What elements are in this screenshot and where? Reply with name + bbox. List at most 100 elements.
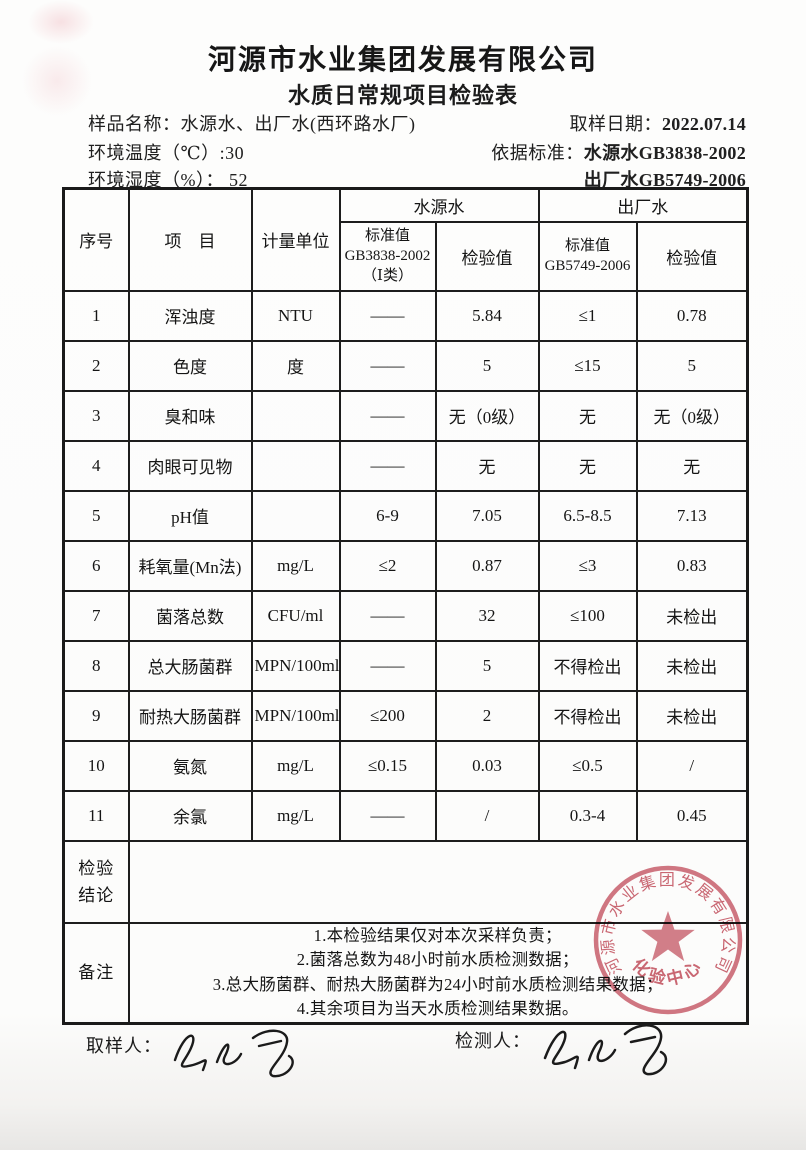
company-seal: 河源市水业集团发展有限公司 化验中心 (593, 865, 743, 1015)
cell-factory-standard: 0.3-4 (537, 789, 638, 842)
cell-unit: mg/L (250, 539, 341, 592)
company-title: 河源市水业集团发展有限公司 (207, 43, 598, 76)
cell-source-standard: —— (338, 389, 437, 442)
env-temperature: 环境温度（℃）:30 (88, 143, 245, 163)
cell-factory-standard: ≤1 (537, 289, 638, 342)
cell-source-value: / (434, 789, 540, 842)
cell-factory-value: 0.83 (635, 539, 749, 592)
cell-source-value: 32 (434, 589, 540, 642)
env-humidity: 环境湿度（%）： 52 (88, 170, 248, 190)
col-header-item: 项 目 (127, 187, 253, 292)
env-standard-line: 环境温度（℃）:30 依据标准：水源水GB3838-2002 (88, 139, 746, 165)
cell-unit: CFU/ml (250, 589, 341, 642)
cell-unit: MPN/100ml (250, 689, 341, 742)
sampler-label: 取样人： (86, 1036, 162, 1056)
sample-name: 样品名称：水源水、出厂水(西环路水厂) (88, 110, 416, 136)
sub-header-row: 标准值 GB3838-2002 （Ⅰ类） 检验值 标准值 GB5749-2006… (64, 220, 749, 292)
inspection-table: 序号 项 目 计量单位 水源水 出厂水 标准值 GB3838-2002 （Ⅰ类）… (62, 187, 749, 1025)
cell-source-value: 0.03 (434, 739, 540, 792)
cell-no: 4 (62, 439, 130, 492)
cell-source-standard: —— (338, 339, 437, 392)
cell-factory-value: 0.78 (635, 289, 749, 342)
table-row: 9 耐热大肠菌群 MPN/100ml ≤200 2 不得检出 未检出 (62, 689, 749, 742)
table-body: 1 浑浊度 NTU —— 5.84 ≤1 0.78 2 色度度 —— 5 ≤15 5 3 臭和味 —— 无（0级… (62, 289, 749, 842)
cell-item: 肉眼可见物 (127, 439, 253, 492)
sampling-date-label: 取样日期： (569, 114, 662, 134)
reference-standard-label: 依据标准： (491, 143, 584, 163)
cell-no: 7 (62, 589, 130, 642)
notes-label: 备注 (62, 921, 130, 1024)
cell-no: 1 (62, 289, 130, 342)
cell-item: pH值 (127, 489, 253, 542)
reference-standard: 依据标准：水源水GB3838-2002 (491, 139, 746, 165)
cell-factory-value: 5 (635, 339, 749, 392)
cell-source-standard: —— (338, 789, 437, 842)
factory-water-standard: 出厂水GB5749-2006 (583, 170, 746, 190)
seal-ring (593, 865, 743, 1015)
tester-signature (543, 1024, 668, 1076)
cell-unit: mg/L (250, 789, 341, 842)
cell-factory-value: 无（0级） (635, 389, 749, 442)
group-header-source-water: 水源水 (338, 187, 540, 223)
cell-factory-standard: 无 (537, 439, 638, 492)
cell-unit (250, 389, 341, 442)
cell-factory-value: / (635, 739, 749, 792)
cell-factory-standard: ≤100 (537, 589, 638, 642)
sample-info-line: 样品名称：水源水、出厂水(西环路水厂) 取样日期：2022.07.14 (88, 110, 746, 136)
cell-no: 2 (62, 339, 130, 392)
source-water-standard: 水源水GB3838-2002 (583, 143, 746, 163)
cell-factory-value: 未检出 (635, 689, 749, 742)
cell-factory-standard: ≤0.5 (537, 739, 638, 792)
cell-factory-standard: 无 (537, 389, 638, 442)
cell-item: 总大肠菌群 (127, 639, 253, 692)
cell-factory-standard: ≤3 (537, 539, 638, 592)
cell-unit: MPN/100ml (250, 639, 341, 692)
table-row: 5 pH值 6-9 7.05 6.5-8.5 7.13 (62, 489, 749, 542)
cell-source-value: 无（0级） (434, 389, 540, 442)
sample-name-label: 样品名称： (88, 114, 181, 134)
svg-text:化验中心: 化验中心 (628, 954, 708, 990)
cell-source-value: 0.87 (434, 539, 540, 592)
cell-source-value: 2 (434, 689, 540, 742)
seal-star-icon (641, 911, 695, 962)
cell-factory-value: 无 (635, 439, 749, 492)
table-row: 4 肉眼可见物 —— 无无无 (62, 439, 749, 492)
cell-source-standard: 6-9 (338, 489, 437, 542)
cell-factory-value: 7.13 (635, 489, 749, 542)
cell-no: 8 (62, 639, 130, 692)
table-row: 7 菌落总数 CFU/ml —— 32 ≤100 未检出 (62, 589, 749, 642)
sample-name-value: 水源水、出厂水(西环路水厂) (180, 114, 416, 134)
cell-source-standard: ≤200 (338, 689, 437, 742)
seal-center-text: 化验中心 (628, 954, 704, 990)
cell-no: 5 (62, 489, 130, 542)
col-header-factory-standard: 标准值 GB5749-2006 (537, 220, 638, 292)
cell-factory-standard: 不得检出 (537, 689, 638, 742)
group-header-factory-water: 出厂水 (537, 187, 749, 223)
cell-unit (250, 439, 341, 492)
table-row: 1 浑浊度 NTU —— 5.84 ≤1 0.78 (62, 289, 749, 342)
cell-factory-value: 未检出 (635, 639, 749, 692)
col-header-factory-value: 检验值 (635, 220, 749, 292)
cell-source-value: 5 (434, 339, 540, 392)
cell-source-value: 5 (434, 639, 540, 692)
cell-source-standard: —— (338, 639, 437, 692)
cell-item: 浑浊度 (127, 289, 253, 342)
cell-factory-standard: 6.5-8.5 (537, 489, 638, 542)
col-header-no: 序号 (62, 187, 130, 292)
sampling-date-value: 2022.07.14 (662, 114, 746, 134)
cell-source-standard: —— (338, 439, 437, 492)
cell-unit: NTU (250, 289, 341, 342)
cell-factory-value: 未检出 (635, 589, 749, 642)
conclusion-row: 检验 结论 (62, 839, 749, 924)
table-row: 8 总大肠菌群 MPN/100ml —— 5 不得检出 未检出 (62, 639, 749, 692)
cell-unit: mg/L (250, 739, 341, 792)
cell-unit: 度 (250, 339, 341, 392)
cell-source-value: 5.84 (434, 289, 540, 342)
cell-source-standard: —— (338, 589, 437, 642)
conclusion-value (127, 839, 749, 924)
cell-no: 3 (62, 389, 130, 442)
sampling-date: 取样日期：2022.07.14 (570, 110, 747, 136)
table-row: 2 色度度 —— 5 ≤15 5 (62, 339, 749, 392)
table-row: 11 余氯 mg/L ——/0.3-4 0.45 (62, 789, 749, 842)
